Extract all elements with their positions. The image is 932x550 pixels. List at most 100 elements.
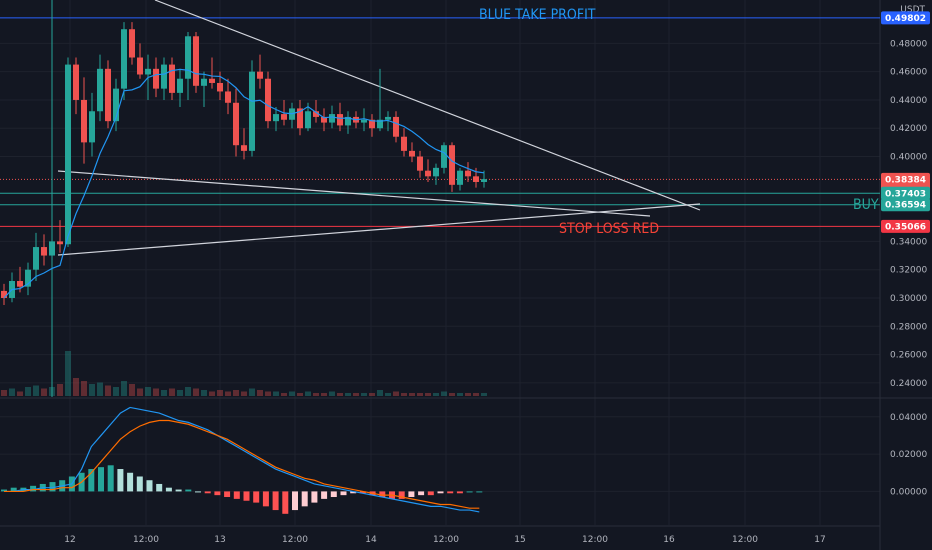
volume-bar: [441, 391, 447, 396]
volume-bar: [113, 387, 119, 396]
time-tick-label: 12:00: [282, 535, 308, 545]
candle-body: [57, 241, 63, 245]
volume-bar: [305, 391, 311, 396]
macd-histogram-bar: [456, 491, 463, 494]
candle-body: [97, 68, 103, 112]
axis: 0.48000 0.46000 0.44000 0.42000 0.40000 0.340…: [64, 5, 927, 545]
stop-loss-annotation: STOP LOSS RED: [559, 221, 659, 237]
volume-bar: [137, 388, 143, 396]
candle-body: [425, 170, 431, 177]
volume-bar: [249, 388, 255, 396]
macd-histogram-bar: [292, 491, 298, 511]
volume-bar: [169, 388, 175, 396]
macd-histogram-bar: [175, 489, 182, 492]
macd-histogram-bar: [311, 491, 318, 503]
candle-body: [89, 111, 95, 143]
volume-bar: [449, 393, 455, 396]
volume-bar: [57, 384, 63, 396]
candle-body: [441, 145, 447, 168]
candle-body: [217, 82, 223, 92]
price-tag-label: 0.37403: [885, 189, 926, 199]
volume-bar: [361, 393, 367, 396]
candle-body: [193, 36, 199, 86]
volume-bar: [297, 393, 303, 396]
candle-body: [249, 71, 255, 151]
macd-histogram-bar: [49, 482, 56, 492]
volume-bar: [377, 390, 383, 396]
volume-bar: [105, 385, 111, 396]
price-tick-label: 0.30000: [890, 294, 927, 304]
macd-histogram-bar: [272, 491, 279, 511]
macd-histogram-bar: [466, 491, 473, 493]
macd-histogram-bar: [195, 491, 201, 493]
price-tag: [881, 186, 930, 200]
volume-bar: [273, 391, 279, 396]
currency-label: USDT: [900, 5, 925, 15]
macd-histogram-bar: [146, 480, 153, 492]
time-tick-label: 15: [514, 535, 525, 545]
candle-body: [177, 78, 183, 93]
candlesticks: [1, 22, 487, 306]
price-tick-label: 0.48000: [890, 39, 927, 49]
volume-bar: [145, 387, 151, 396]
price-levels: [0, 0, 880, 397]
macd-histogram-bar: [437, 491, 444, 494]
volume-bar: [425, 393, 431, 396]
candle-body: [337, 114, 343, 126]
price-tag: [881, 198, 930, 212]
candle-body: [409, 150, 415, 157]
macd-histogram-bar: [243, 491, 250, 501]
macd-tick-label: 0.04000: [890, 413, 927, 423]
volume-bar: [177, 390, 183, 396]
price-tick-label: 0.34000: [890, 237, 927, 247]
macd-histogram-bar: [447, 491, 454, 494]
price-tag-label: 0.38384: [885, 175, 926, 185]
candle-body: [73, 64, 79, 100]
volume-bar: [161, 390, 167, 396]
candle-body: [281, 114, 287, 120]
volume-bar: [313, 393, 319, 396]
candle-body: [137, 57, 143, 75]
candle-body: [297, 108, 303, 129]
price-tick-label: 0.42000: [890, 124, 927, 134]
macd-histogram-bar: [204, 491, 211, 494]
volume-bar: [433, 393, 439, 396]
candle-body: [241, 145, 247, 151]
macd-histogram-bar: [398, 491, 405, 499]
time-tick-label: 12: [64, 535, 75, 545]
time-tick-label: 17: [814, 535, 825, 545]
candle-body: [17, 281, 23, 287]
volume-bar: [233, 390, 239, 396]
volume-bar: [457, 393, 463, 396]
price-tag: [881, 219, 930, 233]
candle-body: [321, 116, 327, 123]
macd-histogram-bar: [214, 491, 221, 496]
moving-average-line: [3, 68, 485, 299]
candle-body: [273, 114, 279, 122]
macd-line: [4, 406, 480, 513]
price-tag-label: 0.36594: [885, 201, 926, 211]
macd-histogram-bar: [476, 491, 483, 493]
candle-body: [361, 119, 367, 123]
macd-histogram-bar: [224, 491, 231, 498]
volume-bar: [289, 391, 295, 396]
candle-body: [329, 114, 335, 123]
volume-bar: [121, 381, 127, 396]
candle-body: [385, 116, 391, 120]
macd-histogram-bar: [350, 491, 357, 494]
signal-line: [4, 419, 480, 509]
price-tag-label: 0.35066: [885, 222, 926, 232]
price-tick-label: 0.40000: [890, 153, 927, 163]
price-tick-label: 0.28000: [890, 322, 927, 332]
volume-bar: [217, 390, 223, 396]
volume-bar: [393, 391, 399, 396]
price-tick-label: 0.26000: [890, 351, 927, 361]
macd-histogram-bar: [10, 487, 17, 492]
price-tick-label: 0.32000: [890, 266, 927, 276]
time-tick-label: 12:00: [133, 535, 159, 545]
volume-bar: [281, 393, 287, 396]
candle-body: [49, 241, 55, 256]
rising-trendline: [57, 203, 701, 256]
